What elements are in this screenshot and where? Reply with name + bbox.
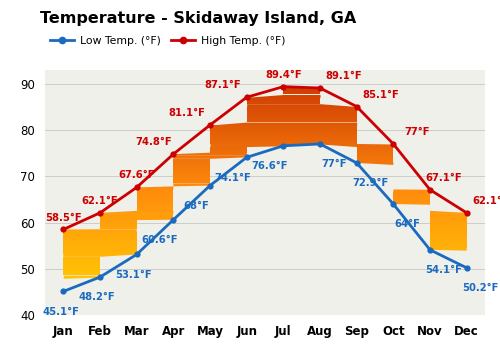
Text: 77°F: 77°F xyxy=(321,159,346,169)
Text: 68°F: 68°F xyxy=(183,201,209,211)
Text: 50.2°F: 50.2°F xyxy=(462,283,498,293)
Text: 87.1°F: 87.1°F xyxy=(204,80,242,90)
Text: 54.1°F: 54.1°F xyxy=(426,265,463,275)
Text: 89.1°F: 89.1°F xyxy=(326,71,362,81)
Text: 64°F: 64°F xyxy=(394,219,420,229)
Text: 74.8°F: 74.8°F xyxy=(136,137,172,147)
Text: 74.1°F: 74.1°F xyxy=(214,173,251,183)
Text: 62.1°F: 62.1°F xyxy=(82,196,118,206)
Text: 89.4°F: 89.4°F xyxy=(265,70,302,80)
Text: 81.1°F: 81.1°F xyxy=(168,108,205,118)
Text: 76.6°F: 76.6°F xyxy=(251,161,288,171)
Text: 58.5°F: 58.5°F xyxy=(45,212,82,223)
Text: 62.1°F: 62.1°F xyxy=(472,196,500,206)
Text: 45.1°F: 45.1°F xyxy=(42,307,79,317)
Text: 77°F: 77°F xyxy=(404,127,429,137)
Text: 67.6°F: 67.6°F xyxy=(118,170,155,181)
Text: 53.1°F: 53.1°F xyxy=(116,270,152,280)
Text: 60.6°F: 60.6°F xyxy=(141,235,178,245)
Text: 67.1°F: 67.1°F xyxy=(426,173,462,183)
Text: 48.2°F: 48.2°F xyxy=(79,292,116,302)
Legend: Low Temp. (°F), High Temp. (°F): Low Temp. (°F), High Temp. (°F) xyxy=(46,31,290,50)
Text: 85.1°F: 85.1°F xyxy=(362,90,399,99)
Text: Temperature - Skidaway Island, GA: Temperature - Skidaway Island, GA xyxy=(40,10,356,26)
Text: 72.9°F: 72.9°F xyxy=(352,178,388,188)
